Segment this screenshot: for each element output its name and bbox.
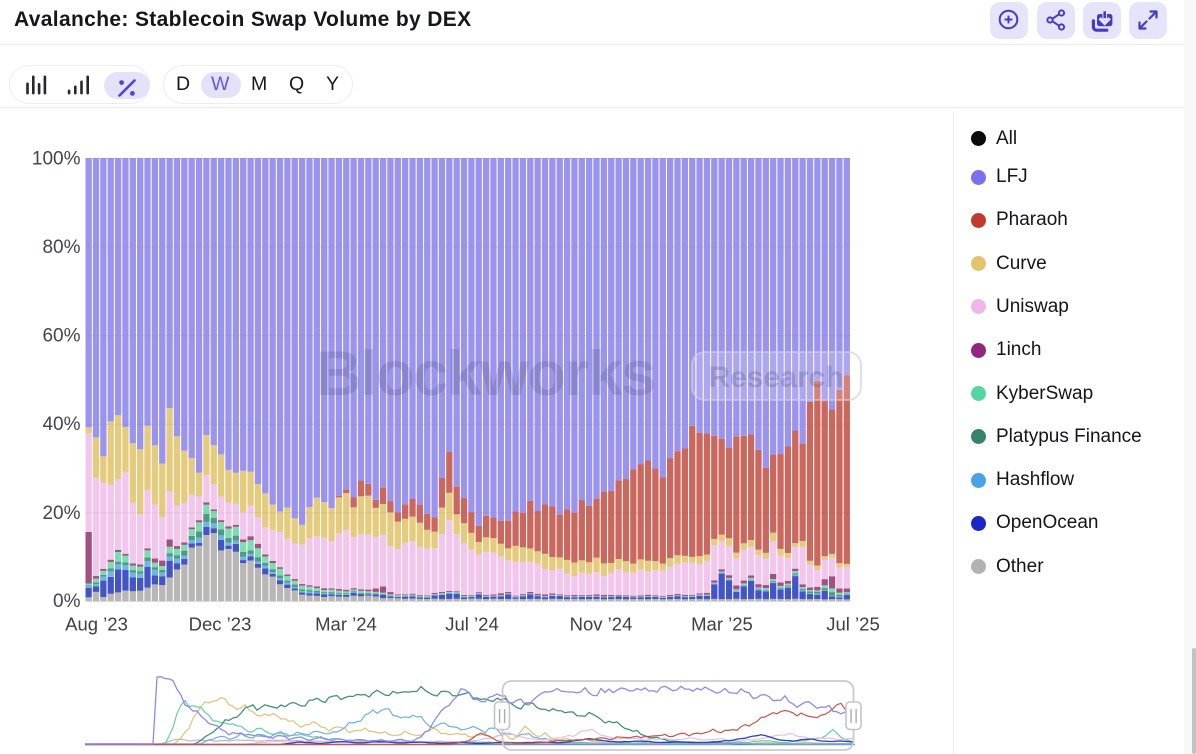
svg-text:20%: 20% <box>42 503 80 524</box>
svg-text:40%: 40% <box>42 414 80 435</box>
svg-text:Aug ’23: Aug ’23 <box>65 614 128 635</box>
svg-text:80%: 80% <box>42 237 80 258</box>
svg-text:Blockworks: Blockworks <box>316 339 655 409</box>
svg-text:Jul ’25: Jul ’25 <box>826 614 879 635</box>
svg-text:Mar ’24: Mar ’24 <box>315 614 377 635</box>
svg-text:Research: Research <box>708 361 843 394</box>
svg-text:Mar ’25: Mar ’25 <box>691 614 753 635</box>
svg-text:60%: 60% <box>42 326 80 347</box>
svg-text:Dec ’23: Dec ’23 <box>189 614 252 635</box>
svg-text:Jul ’24: Jul ’24 <box>445 614 498 635</box>
svg-text:100%: 100% <box>32 148 81 169</box>
svg-text:0%: 0% <box>53 591 81 612</box>
svg-text:Nov ’24: Nov ’24 <box>570 614 633 635</box>
